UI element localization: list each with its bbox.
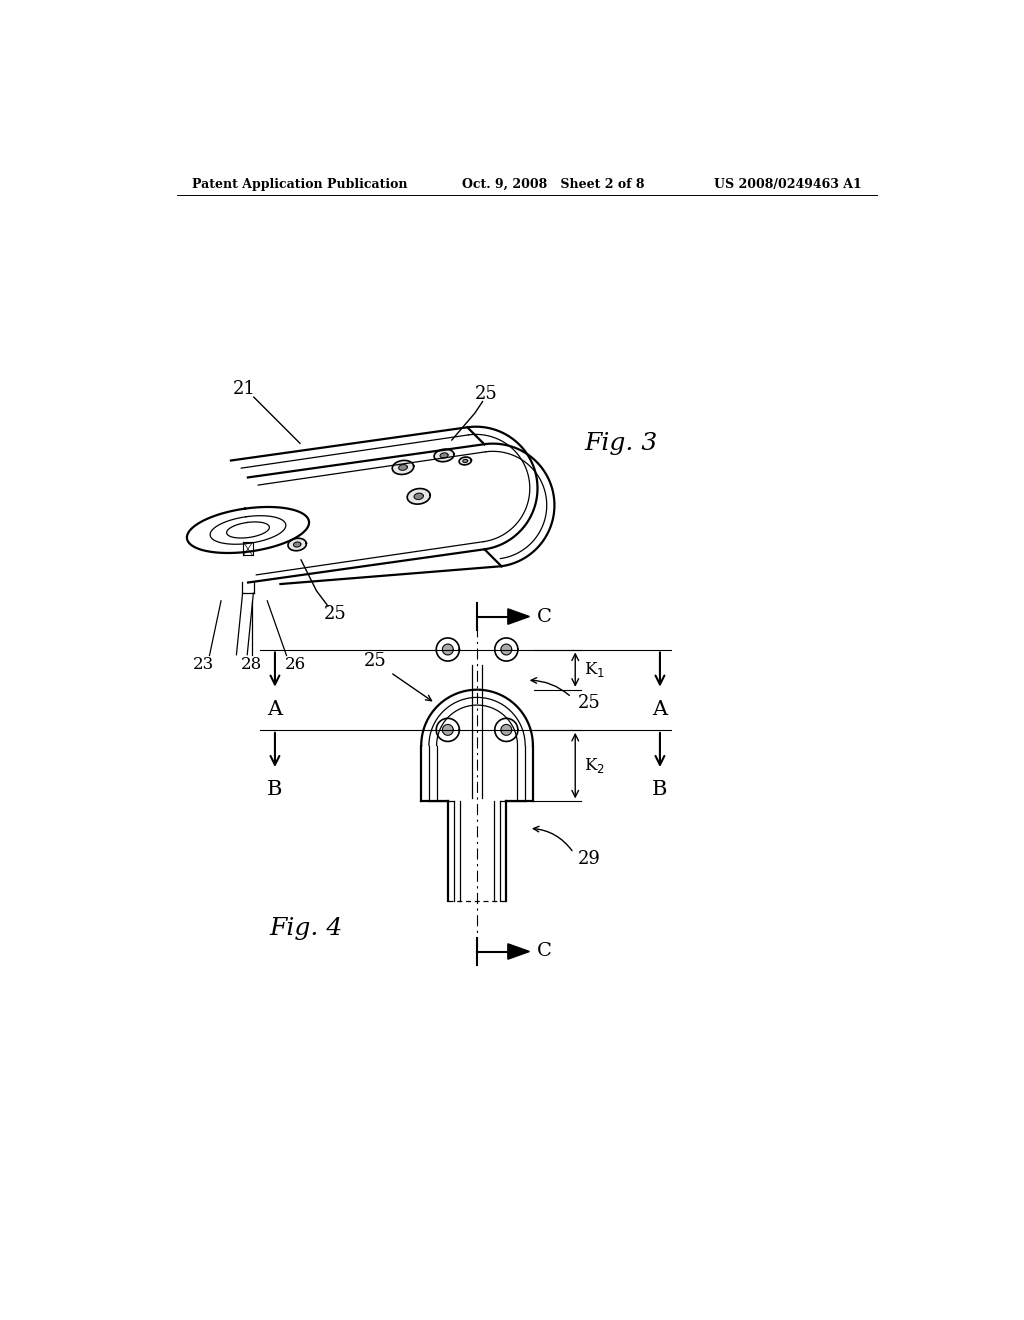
Polygon shape xyxy=(414,494,423,499)
Polygon shape xyxy=(392,461,414,474)
Polygon shape xyxy=(495,638,518,661)
Polygon shape xyxy=(508,609,529,624)
Text: Fig. 4: Fig. 4 xyxy=(269,917,342,940)
Polygon shape xyxy=(501,644,512,655)
Text: C: C xyxy=(538,942,552,961)
Polygon shape xyxy=(436,638,460,661)
Polygon shape xyxy=(440,453,449,458)
Text: 23: 23 xyxy=(193,656,214,673)
Polygon shape xyxy=(501,725,512,735)
Polygon shape xyxy=(442,725,454,735)
Text: K$_2$: K$_2$ xyxy=(585,756,605,775)
Polygon shape xyxy=(398,465,408,470)
Text: 25: 25 xyxy=(475,385,498,403)
Polygon shape xyxy=(463,459,468,462)
Text: A: A xyxy=(652,700,668,718)
Text: 29: 29 xyxy=(578,850,600,869)
Text: 28: 28 xyxy=(242,656,262,673)
Polygon shape xyxy=(508,944,529,960)
Polygon shape xyxy=(294,543,301,546)
Text: A: A xyxy=(267,700,283,718)
Polygon shape xyxy=(408,488,430,504)
Text: US 2008/0249463 A1: US 2008/0249463 A1 xyxy=(715,178,862,190)
Text: B: B xyxy=(652,780,668,799)
Text: Fig. 3: Fig. 3 xyxy=(585,432,658,455)
Text: 26: 26 xyxy=(285,656,306,673)
Text: Patent Application Publication: Patent Application Publication xyxy=(193,178,408,190)
Polygon shape xyxy=(459,457,471,465)
Text: 25: 25 xyxy=(325,605,347,623)
Polygon shape xyxy=(288,539,306,550)
Text: K$_1$: K$_1$ xyxy=(585,660,605,678)
Text: 25: 25 xyxy=(578,694,600,713)
Polygon shape xyxy=(436,718,460,742)
Text: B: B xyxy=(267,780,283,799)
Text: 25: 25 xyxy=(364,652,386,669)
Polygon shape xyxy=(495,718,518,742)
Text: 21: 21 xyxy=(233,380,256,399)
Polygon shape xyxy=(442,644,454,655)
Text: Oct. 9, 2008   Sheet 2 of 8: Oct. 9, 2008 Sheet 2 of 8 xyxy=(462,178,644,190)
Text: C: C xyxy=(538,607,552,626)
Polygon shape xyxy=(434,449,454,462)
